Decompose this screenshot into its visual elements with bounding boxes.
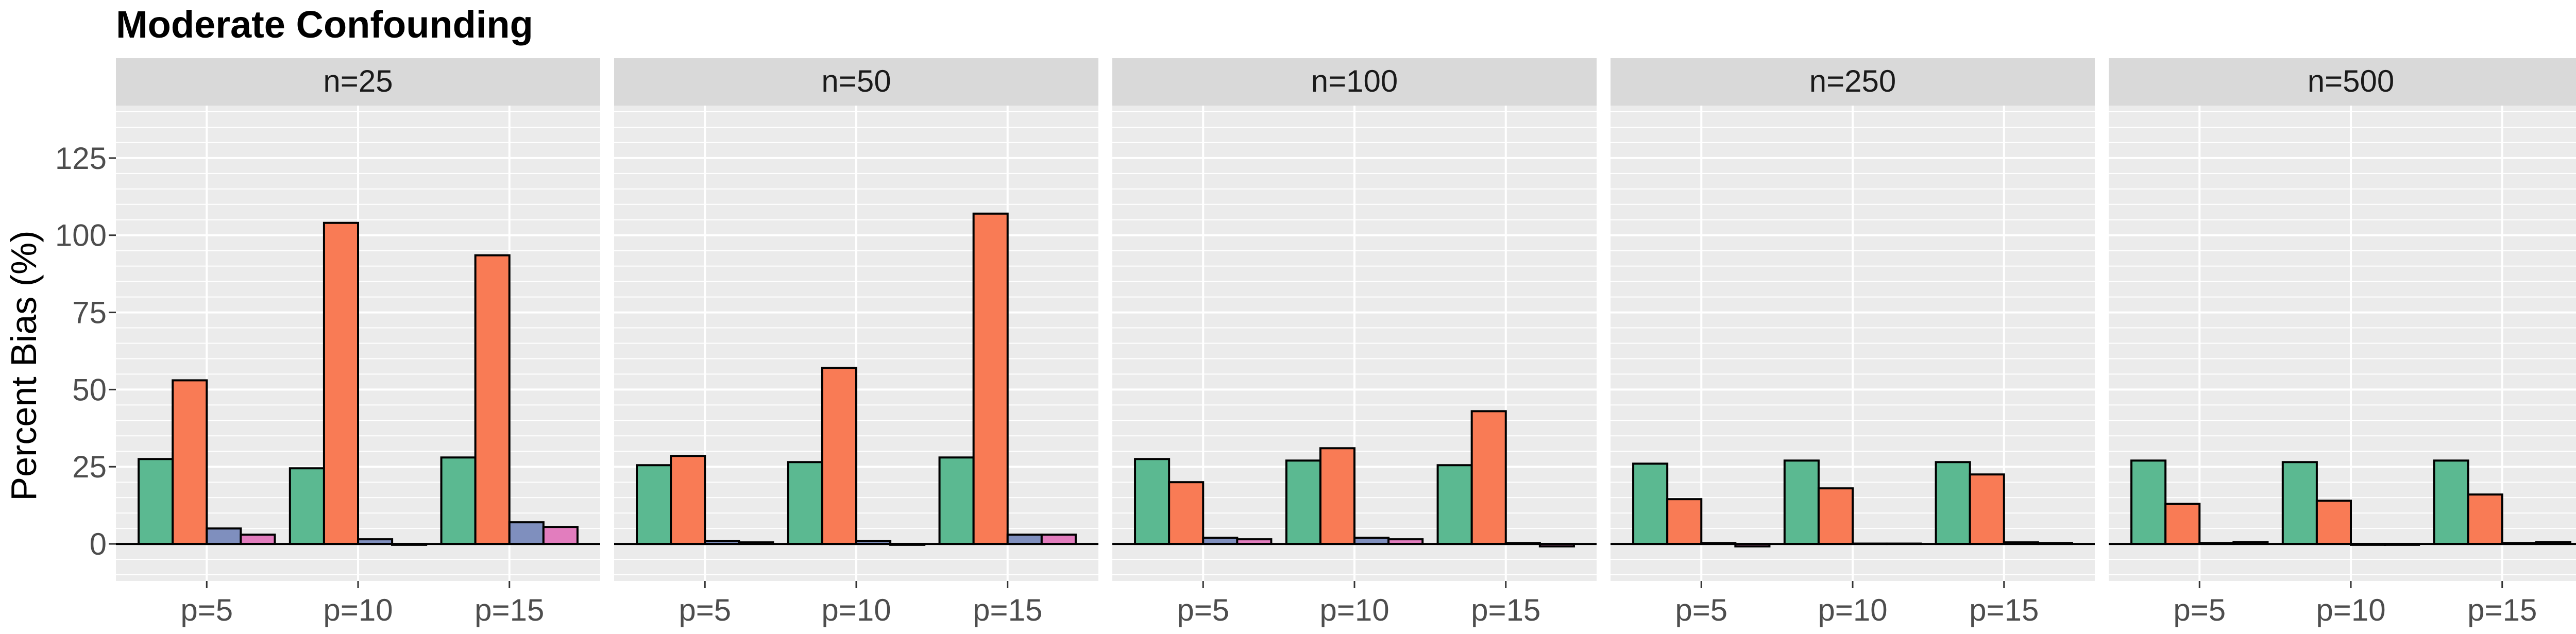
x-tick-label: p=5 xyxy=(180,593,233,627)
x-tick-label: p=5 xyxy=(1177,593,1229,627)
facet-strip xyxy=(2109,58,2576,106)
facet-label: n=25 xyxy=(323,64,393,98)
bar xyxy=(508,521,545,545)
bar xyxy=(1319,447,1355,545)
facet-strip xyxy=(1611,58,2095,106)
x-tick-label: p=15 xyxy=(973,593,1042,627)
x-tick-label: p=10 xyxy=(323,593,393,627)
x-tick-label: p=5 xyxy=(2173,593,2226,627)
x-tick-label: p=5 xyxy=(1675,593,1727,627)
bar xyxy=(1006,534,1043,545)
y-axis-label: Percent Bias (%) xyxy=(4,230,44,501)
bar xyxy=(2164,503,2201,545)
bar xyxy=(474,254,511,545)
bar xyxy=(670,455,706,545)
bar xyxy=(240,534,276,545)
x-tick-label: p=15 xyxy=(474,593,544,627)
facet-label: n=250 xyxy=(1809,64,1896,98)
y-tick-label: 50 xyxy=(72,372,107,407)
bar xyxy=(636,464,672,545)
x-tick-label: p=5 xyxy=(679,593,731,627)
y-tick-label: 75 xyxy=(72,296,107,330)
bar xyxy=(206,527,242,545)
facet-strip xyxy=(116,58,600,106)
bar xyxy=(2130,459,2167,545)
facet-strip xyxy=(614,58,1098,106)
bar xyxy=(2467,493,2503,545)
bar xyxy=(323,221,359,545)
bar xyxy=(1040,534,1077,545)
bar xyxy=(1783,459,1820,545)
x-tick-label: p=15 xyxy=(2467,593,2537,627)
bar xyxy=(1935,461,1971,545)
bar xyxy=(787,461,823,545)
bar xyxy=(1470,410,1507,545)
x-tick-label: p=15 xyxy=(1471,593,1540,627)
bar xyxy=(1168,481,1205,545)
bar xyxy=(1632,462,1669,545)
bar xyxy=(289,467,325,545)
x-tick-label: p=10 xyxy=(2316,593,2385,627)
bar xyxy=(138,458,174,545)
bar xyxy=(1817,487,1854,545)
bar xyxy=(1134,458,1171,545)
y-tick-label: 0 xyxy=(90,527,107,561)
facet-label: n=500 xyxy=(2308,64,2395,98)
x-tick-label: p=10 xyxy=(1818,593,1887,627)
bar xyxy=(1436,464,1473,545)
panels: 0 25 50 75 100 125 n=25 p=5 p=10 p=15 n=50 p=5 p=10 p… xyxy=(55,58,2576,627)
bar xyxy=(972,212,1009,545)
bar xyxy=(821,367,857,545)
bar xyxy=(2433,459,2469,545)
facet-label: n=100 xyxy=(1311,64,1398,98)
x-tick-label: p=10 xyxy=(821,593,891,627)
bar xyxy=(1285,459,1321,545)
x-tick-label: p=10 xyxy=(1319,593,1389,627)
bar xyxy=(938,456,975,545)
bar xyxy=(1666,498,1703,545)
bar xyxy=(542,526,579,545)
bar xyxy=(172,379,208,545)
bar xyxy=(2281,461,2318,545)
y-tick-label: 25 xyxy=(72,450,107,484)
y-tick-label: 125 xyxy=(55,141,107,176)
bar xyxy=(440,456,477,545)
bar xyxy=(2315,500,2352,545)
x-tick-label: p=15 xyxy=(1969,593,2039,627)
bar xyxy=(1969,473,2005,545)
facet-strip xyxy=(1112,58,1597,106)
chart-title: Moderate Confounding xyxy=(116,3,533,46)
y-tick-label: 100 xyxy=(55,218,107,253)
facet-label: n=50 xyxy=(821,64,891,98)
